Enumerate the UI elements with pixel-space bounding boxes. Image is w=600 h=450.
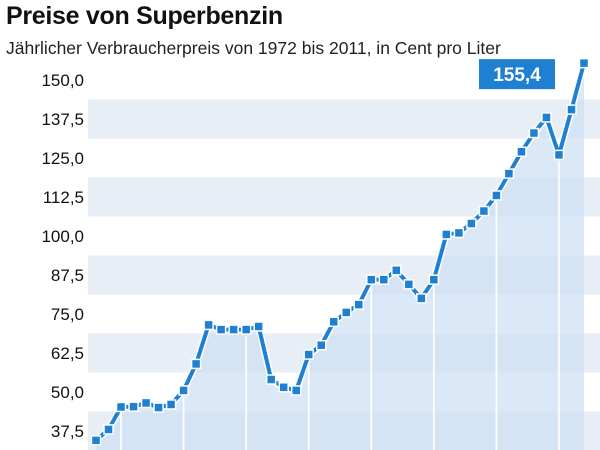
y-tick-label: 62,5 (51, 344, 84, 363)
data-point (491, 190, 502, 201)
data-point (190, 358, 202, 370)
data-point (328, 316, 339, 328)
chart-title: Preise von Superbenzin (6, 2, 283, 30)
data-point (203, 319, 214, 331)
data-point (553, 149, 565, 161)
data-point (140, 397, 152, 409)
data-point (466, 218, 477, 229)
callout-label: 155,4 (493, 65, 541, 86)
data-point (153, 402, 164, 413)
data-point (541, 112, 552, 123)
data-point (228, 324, 239, 335)
data-point (240, 324, 252, 335)
leader-lines (120, 160, 560, 450)
series-line-layer (93, 62, 588, 443)
data-point (178, 385, 189, 396)
y-tick-label: 150,0 (41, 71, 84, 90)
data-point (428, 274, 440, 285)
data-point (278, 382, 289, 393)
data-point (265, 374, 277, 385)
value-callout: 155,4 (479, 59, 555, 90)
data-point (403, 279, 415, 290)
data-point (578, 57, 590, 69)
y-tick-label: 37,5 (51, 422, 84, 441)
y-tick-label: 75,0 (51, 305, 84, 324)
data-point (378, 274, 390, 285)
y-tick-label: 87,5 (51, 266, 84, 285)
data-point (441, 229, 452, 240)
grid-band (88, 99, 600, 139)
y-tick-label: 137,5 (41, 110, 84, 129)
data-point (115, 401, 127, 413)
data-point (516, 146, 527, 158)
series-area (96, 63, 584, 450)
area-fill-layer (96, 63, 584, 450)
data-point (253, 321, 264, 332)
data-point (290, 385, 302, 396)
data-point (528, 127, 540, 139)
data-point (90, 435, 102, 446)
data-point (315, 339, 327, 351)
data-point (453, 227, 465, 239)
data-point (341, 307, 352, 318)
callout-box (479, 59, 555, 90)
data-point (103, 424, 114, 435)
data-point (391, 265, 402, 276)
data-point (215, 324, 227, 335)
data-point-layer (90, 57, 590, 446)
data-point (478, 205, 490, 217)
data-point (165, 399, 177, 410)
data-point (303, 349, 314, 360)
data-point (566, 104, 577, 115)
chart-subtitle: Jährlicher Verbraucherpreis von 1972 bis… (6, 38, 501, 58)
y-tick-label: 125,0 (41, 149, 84, 168)
y-tick-label: 112,5 (43, 188, 84, 207)
data-point (503, 168, 515, 179)
y-tick-label: 50,0 (51, 383, 84, 402)
data-point (366, 274, 377, 285)
data-point (128, 401, 139, 412)
y-tick-labels: 150,0 137,5 125,0 112,5 100,0 87,5 75,0 62,5 50,… (41, 71, 84, 441)
y-tick-label: 100,0 (41, 227, 84, 246)
data-point (416, 293, 427, 304)
series-line (94, 62, 586, 442)
data-point (353, 299, 365, 310)
